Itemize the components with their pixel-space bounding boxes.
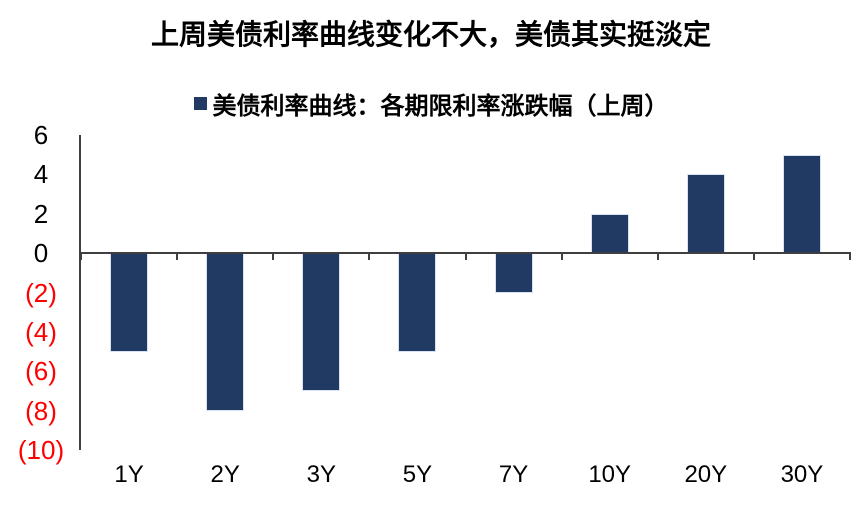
y-axis-tick-label: 0 <box>33 238 49 269</box>
x-axis-tick <box>368 252 371 261</box>
y-axis-line <box>79 135 81 450</box>
legend-marker-icon <box>193 96 207 110</box>
x-axis-tick <box>849 252 851 261</box>
bar-1Y <box>110 253 149 352</box>
y-axis-tick-label: (4) <box>25 316 57 347</box>
x-axis-tick <box>176 252 179 261</box>
x-axis-category-label: 1Y <box>114 461 144 488</box>
x-axis-tick <box>464 252 467 261</box>
x-axis-tick <box>752 252 755 261</box>
y-axis-tick-label: 4 <box>33 159 49 190</box>
x-axis-category-label: 30Y <box>780 461 824 488</box>
chart-title: 上周美债利率曲线变化不大，美债其实挺淡定 <box>150 19 711 50</box>
y-axis-tick-label: 2 <box>33 198 49 229</box>
bar-30Y <box>782 154 821 254</box>
x-axis-category-label: 10Y <box>588 461 632 488</box>
bar-10Y <box>590 213 629 254</box>
bar-7Y <box>494 253 533 293</box>
bar-2Y <box>206 253 245 411</box>
y-axis-tick-label: (10) <box>17 435 65 465</box>
y-axis-tick-label: (2) <box>25 277 57 308</box>
bar-3Y <box>302 253 341 391</box>
x-axis-tick <box>272 252 275 261</box>
x-axis-category-label: 3Y <box>306 461 336 488</box>
x-axis-category-label: 20Y <box>684 461 728 488</box>
legend: 美债利率曲线：各期限利率涨跌幅（上周） <box>0 88 862 120</box>
x-axis-category-label: 5Y <box>402 461 433 488</box>
bar-20Y <box>686 174 725 254</box>
x-axis-tick <box>560 252 563 261</box>
bar-5Y <box>398 253 437 352</box>
x-axis-tick <box>80 252 82 261</box>
legend-label: 美债利率曲线：各期限利率涨跌幅（上周） <box>212 92 669 120</box>
y-axis-tick-label: 6 <box>33 120 49 150</box>
x-axis-tick <box>656 252 659 261</box>
x-axis-category-label: 2Y <box>210 461 240 488</box>
x-axis-category-label: 7Y <box>498 461 529 488</box>
y-axis-tick-label: (8) <box>25 395 57 426</box>
y-axis-tick-label: (6) <box>25 356 57 387</box>
